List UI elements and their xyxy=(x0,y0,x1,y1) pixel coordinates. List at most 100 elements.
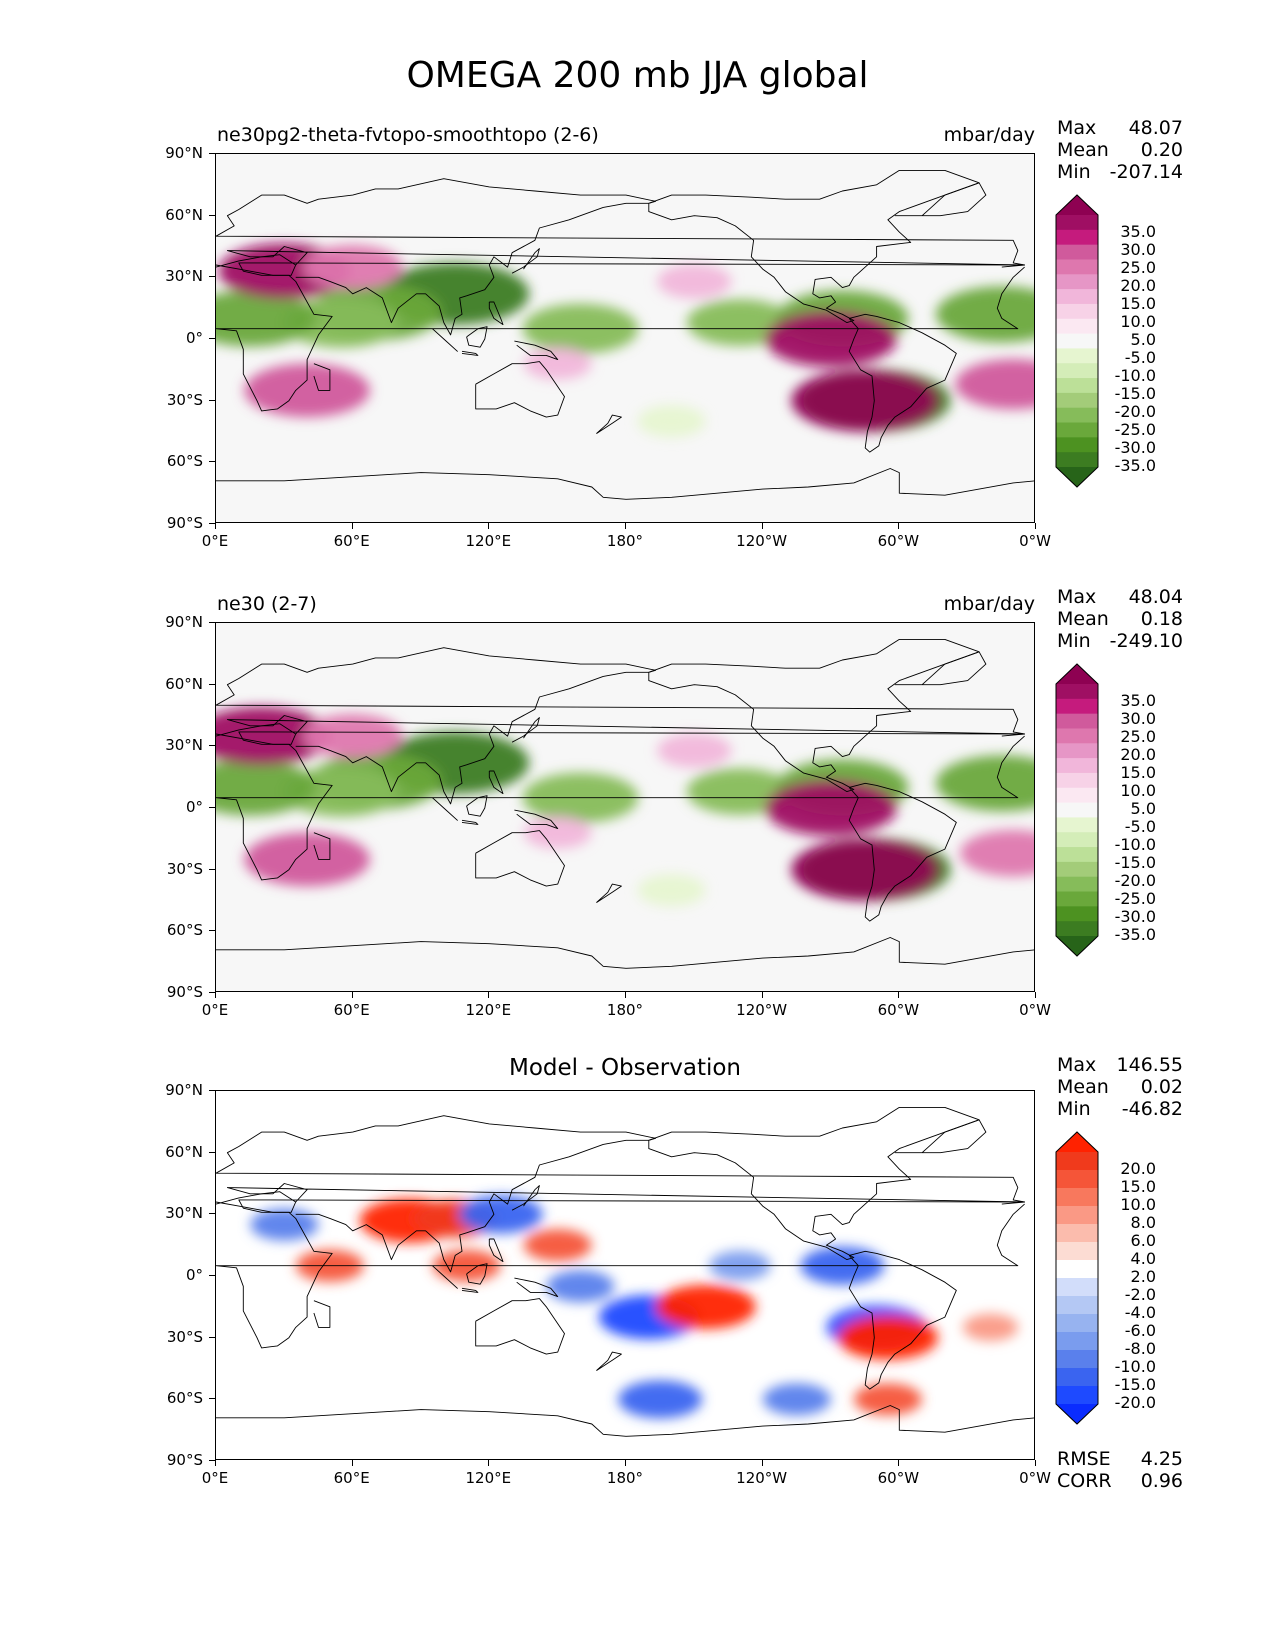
lon-label: 180° xyxy=(606,532,644,550)
field-anomaly xyxy=(216,759,317,816)
lat-label: 90°S xyxy=(166,514,203,532)
coastline xyxy=(466,795,488,817)
colorbar-swatch xyxy=(1056,1242,1098,1261)
field-anomaly xyxy=(302,714,403,759)
lon-label: 0°W xyxy=(1019,1001,1051,1019)
colorbar-label: 6.0 xyxy=(1130,1231,1156,1250)
lon-label: 0°E xyxy=(201,1469,229,1487)
field-anomaly xyxy=(244,363,370,418)
coastline xyxy=(848,782,957,922)
lon-tick xyxy=(625,523,626,529)
coastline xyxy=(488,770,504,795)
stat-row: Min -207.14 xyxy=(1057,161,1183,183)
colorbar-label: -35.0 xyxy=(1114,925,1156,944)
lat-tick xyxy=(209,930,215,932)
coastline xyxy=(432,797,458,821)
lat-label: 30°S xyxy=(166,390,203,409)
colorbar-swatch xyxy=(1056,906,1098,922)
lon-label: 0°W xyxy=(1019,532,1051,550)
map-plot xyxy=(215,153,1035,523)
coastline xyxy=(648,638,980,793)
colorbar-label: 5.0 xyxy=(1130,330,1156,349)
lon-label: 0°E xyxy=(201,1001,229,1019)
colorbar-swatch xyxy=(1056,713,1098,729)
lon-tick xyxy=(761,1460,763,1466)
colorbar-swatch xyxy=(1056,817,1098,833)
colorbar-label: -20.0 xyxy=(1114,402,1156,421)
extra-stat-row: CORR 0.96 xyxy=(1057,1470,1183,1492)
lat-tick xyxy=(209,1213,215,1215)
stat-label: Max xyxy=(1057,586,1097,608)
field-anomaly xyxy=(935,755,1034,812)
colorbar-swatch xyxy=(1056,363,1098,379)
lon-tick xyxy=(625,992,626,998)
lat-label: 60°S xyxy=(166,452,203,471)
coastline xyxy=(894,1119,987,1154)
colorbar xyxy=(1055,194,1099,488)
stat-value: 0.02 xyxy=(1140,1076,1183,1098)
lat-label: 0° xyxy=(185,1266,203,1284)
colorbar-swatch xyxy=(1056,392,1098,409)
lon-tick xyxy=(351,1460,353,1466)
stat-label: Max xyxy=(1057,117,1097,139)
field-anomaly xyxy=(523,816,592,849)
stat-row: Min -249.10 xyxy=(1057,630,1183,652)
colorbar-swatch xyxy=(1056,802,1098,818)
stat-value: 4.25 xyxy=(1140,1448,1183,1470)
colorbar-label: -25.0 xyxy=(1114,420,1156,439)
colorbar-label: 15.0 xyxy=(1120,294,1156,313)
coastline xyxy=(475,361,565,418)
colorbar-label: -5.0 xyxy=(1124,817,1156,836)
lat-label: 30°S xyxy=(166,859,203,878)
stat-label: Min xyxy=(1057,1098,1091,1120)
coastline xyxy=(461,350,479,356)
coastline xyxy=(466,1263,488,1285)
map-field xyxy=(216,638,1034,969)
field-anomaly xyxy=(216,290,317,347)
colorbar-label: 30.0 xyxy=(1120,709,1156,728)
field-anomaly xyxy=(853,1383,922,1416)
stat-label: Mean xyxy=(1057,1076,1109,1098)
colorbar-swatch xyxy=(1056,832,1098,848)
coastline xyxy=(466,326,488,348)
coastline xyxy=(475,1298,565,1355)
coastline xyxy=(514,1277,559,1298)
stat-value: 48.07 xyxy=(1128,117,1183,139)
colorbar-label: -30.0 xyxy=(1114,907,1156,926)
colorbar-label: -10.0 xyxy=(1114,1357,1156,1376)
coastline xyxy=(216,647,1026,805)
stat-label: RMSE xyxy=(1057,1448,1111,1470)
colorbar-swatch xyxy=(1056,876,1098,893)
lat-label: 90°N xyxy=(165,1081,203,1099)
panel-title: ne30pg2-theta-fvtopo-smoothtopo (2-6) xyxy=(217,124,599,146)
colorbar-swatch xyxy=(1056,437,1098,453)
coastline xyxy=(216,1115,1026,1273)
colorbar-swatch xyxy=(1056,215,1098,231)
lon-label: 60°W xyxy=(877,1469,920,1487)
lat-label: 60°N xyxy=(165,1142,203,1161)
colorbar-swatch xyxy=(1056,1332,1098,1351)
lat-label: 60°N xyxy=(165,674,203,693)
stat-value: 0.18 xyxy=(1140,608,1183,630)
lon-label: 120°E xyxy=(465,532,512,550)
lon-tick xyxy=(761,992,763,998)
coastline xyxy=(511,248,540,274)
lon-tick xyxy=(488,992,490,998)
colorbar-label: 20.0 xyxy=(1120,1159,1156,1178)
colorbar-swatch xyxy=(1056,229,1098,246)
lon-label: 0°W xyxy=(1019,1469,1051,1487)
colorbar-swatch xyxy=(1056,787,1098,804)
stat-label: Mean xyxy=(1057,139,1109,161)
stat-value: -249.10 xyxy=(1109,630,1183,652)
colorbar-swatch xyxy=(1056,407,1098,424)
lat-label: 90°N xyxy=(165,613,203,631)
lat-tick xyxy=(209,1275,215,1276)
colorbar-label: -15.0 xyxy=(1114,384,1156,403)
lat-label: 0° xyxy=(185,798,203,816)
coastline xyxy=(216,262,1026,412)
coastline xyxy=(432,1265,458,1289)
field-anomaly xyxy=(546,1270,615,1303)
coastline xyxy=(596,883,622,903)
colorbar-swatch xyxy=(1056,303,1098,320)
coastline xyxy=(216,731,1026,881)
